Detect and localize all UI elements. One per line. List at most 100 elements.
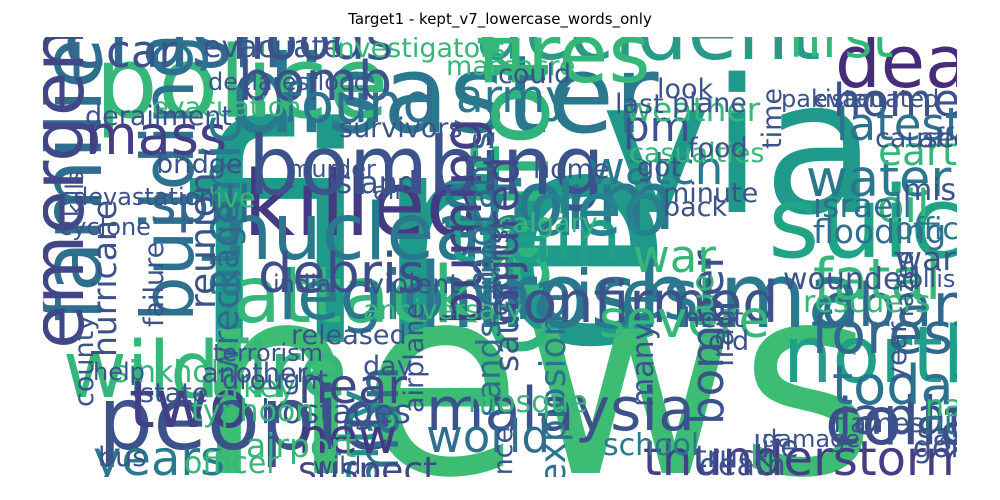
word-terrorist: terrorist	[484, 219, 515, 327]
word-bomb: bomb	[238, 50, 392, 113]
word-first: first	[788, 37, 894, 70]
word-cyclone: cyclone	[59, 213, 151, 241]
word-turkey: turkey	[200, 370, 296, 405]
word-old: old	[708, 326, 749, 357]
word-severe: severe	[599, 291, 770, 350]
word-natural: natural	[925, 389, 957, 424]
word-kills: kills	[61, 171, 89, 217]
word-could: could	[498, 59, 571, 90]
word-suspect: suspect	[298, 450, 437, 477]
word-bridge: bridge	[156, 149, 243, 180]
word-homes: homes	[833, 74, 957, 127]
word-back: back	[663, 192, 728, 223]
word-obama: obama	[821, 271, 957, 341]
word-forest: forest	[811, 301, 957, 367]
word-israeli: israeli	[813, 186, 912, 225]
word-collision: collision	[895, 265, 957, 293]
word-school: school	[603, 428, 699, 463]
word-wild: wild	[313, 452, 361, 477]
word-people: people	[98, 368, 393, 470]
word-outbreak: outbreak	[124, 474, 299, 477]
word-airplane: airplane	[399, 303, 430, 413]
word-weather: weather	[625, 90, 761, 129]
word-flooding: flooding	[813, 212, 946, 251]
word-wildfire: wildfire	[63, 326, 347, 416]
word-area: area	[617, 468, 684, 477]
word-airport: airport	[246, 426, 357, 465]
word-life: life	[753, 430, 799, 465]
word-saudi: saudi	[487, 284, 526, 372]
word-via: via	[601, 39, 877, 256]
word-migrants: migrants	[461, 132, 502, 292]
word-hostages: hostages	[261, 392, 411, 431]
word-sinkhole: sinkhole	[113, 355, 238, 390]
word-india: india	[273, 270, 332, 298]
word-last: last	[615, 89, 664, 120]
word-legionnaires: legionnaires	[278, 256, 699, 336]
word-county: county	[69, 315, 100, 407]
chart-title: Target1 - kept_v7_lowercase_words_only	[348, 10, 652, 28]
word-mass: mass	[85, 104, 227, 167]
word-drought: drought	[222, 365, 328, 396]
word-plane: plane	[672, 88, 747, 119]
word-survivors: survivors	[339, 113, 462, 144]
word-live: live	[208, 183, 256, 214]
word-evacuation: evacuation	[152, 92, 301, 123]
word-going: going	[913, 430, 957, 465]
word-officials: officials	[895, 212, 957, 247]
word-many: many	[626, 323, 661, 407]
word-disaster: disaster	[228, 37, 659, 158]
word-malaysia: malaysia	[426, 375, 695, 445]
word-accident: accident	[475, 37, 821, 79]
word-buildings: buildings	[126, 37, 210, 322]
word-japan: japan	[837, 388, 957, 447]
word-hurricane: hurricane	[85, 200, 124, 357]
word-crash: crash	[63, 37, 284, 87]
word-security: security	[939, 428, 957, 456]
word-massacre: massacre	[446, 51, 576, 82]
word-explosion: explosion	[533, 314, 574, 477]
word-water: water	[806, 150, 951, 209]
word-emergency: emergency	[43, 37, 100, 349]
word-razed: razed	[891, 250, 919, 317]
word-got: got	[637, 152, 681, 183]
word-world: world	[426, 410, 550, 463]
word-typhoon: typhoon	[191, 394, 314, 429]
word-two: two	[129, 366, 249, 443]
word-evacuated: evacuated	[813, 85, 939, 113]
word-watch: watch	[588, 142, 723, 195]
word-heat: heat	[683, 303, 744, 334]
word-car: car	[106, 37, 177, 78]
word-storm: storm	[441, 155, 675, 249]
word-california: california	[454, 37, 573, 357]
word-families: families	[43, 37, 121, 322]
word-food: food	[688, 133, 748, 164]
word-murder: murder	[288, 155, 376, 183]
word-terrorism: terrorism	[213, 339, 323, 367]
word-train: train	[447, 192, 622, 280]
word-island: island	[328, 166, 417, 201]
word-sandstorm: sandstorm	[469, 242, 508, 417]
word-bomber: bomber	[681, 250, 734, 425]
word-found: found	[282, 72, 437, 135]
word-evacuate: evacuate	[203, 37, 342, 65]
word-damage: damage	[762, 425, 860, 453]
word-burning: burning	[431, 118, 494, 325]
word-near: near	[298, 359, 407, 415]
word-dead: dead	[835, 37, 957, 104]
word-casualties: casualties	[629, 138, 764, 169]
word-failure: failure	[139, 242, 170, 327]
word-suicide: suicide	[768, 166, 957, 281]
word-air: air	[373, 177, 404, 205]
word-hundreds: hundreds	[923, 403, 957, 442]
word-officer: officer	[184, 446, 279, 477]
word-reunion: reunion	[183, 172, 224, 309]
word-fires: fires	[476, 37, 651, 102]
word-latest: latest	[836, 98, 957, 151]
word-since: since	[488, 427, 519, 477]
word-years: years	[93, 431, 225, 477]
word-wreckage: wreckage	[206, 202, 247, 375]
word-injured: injured	[476, 156, 529, 312]
word-death: death	[699, 448, 786, 477]
